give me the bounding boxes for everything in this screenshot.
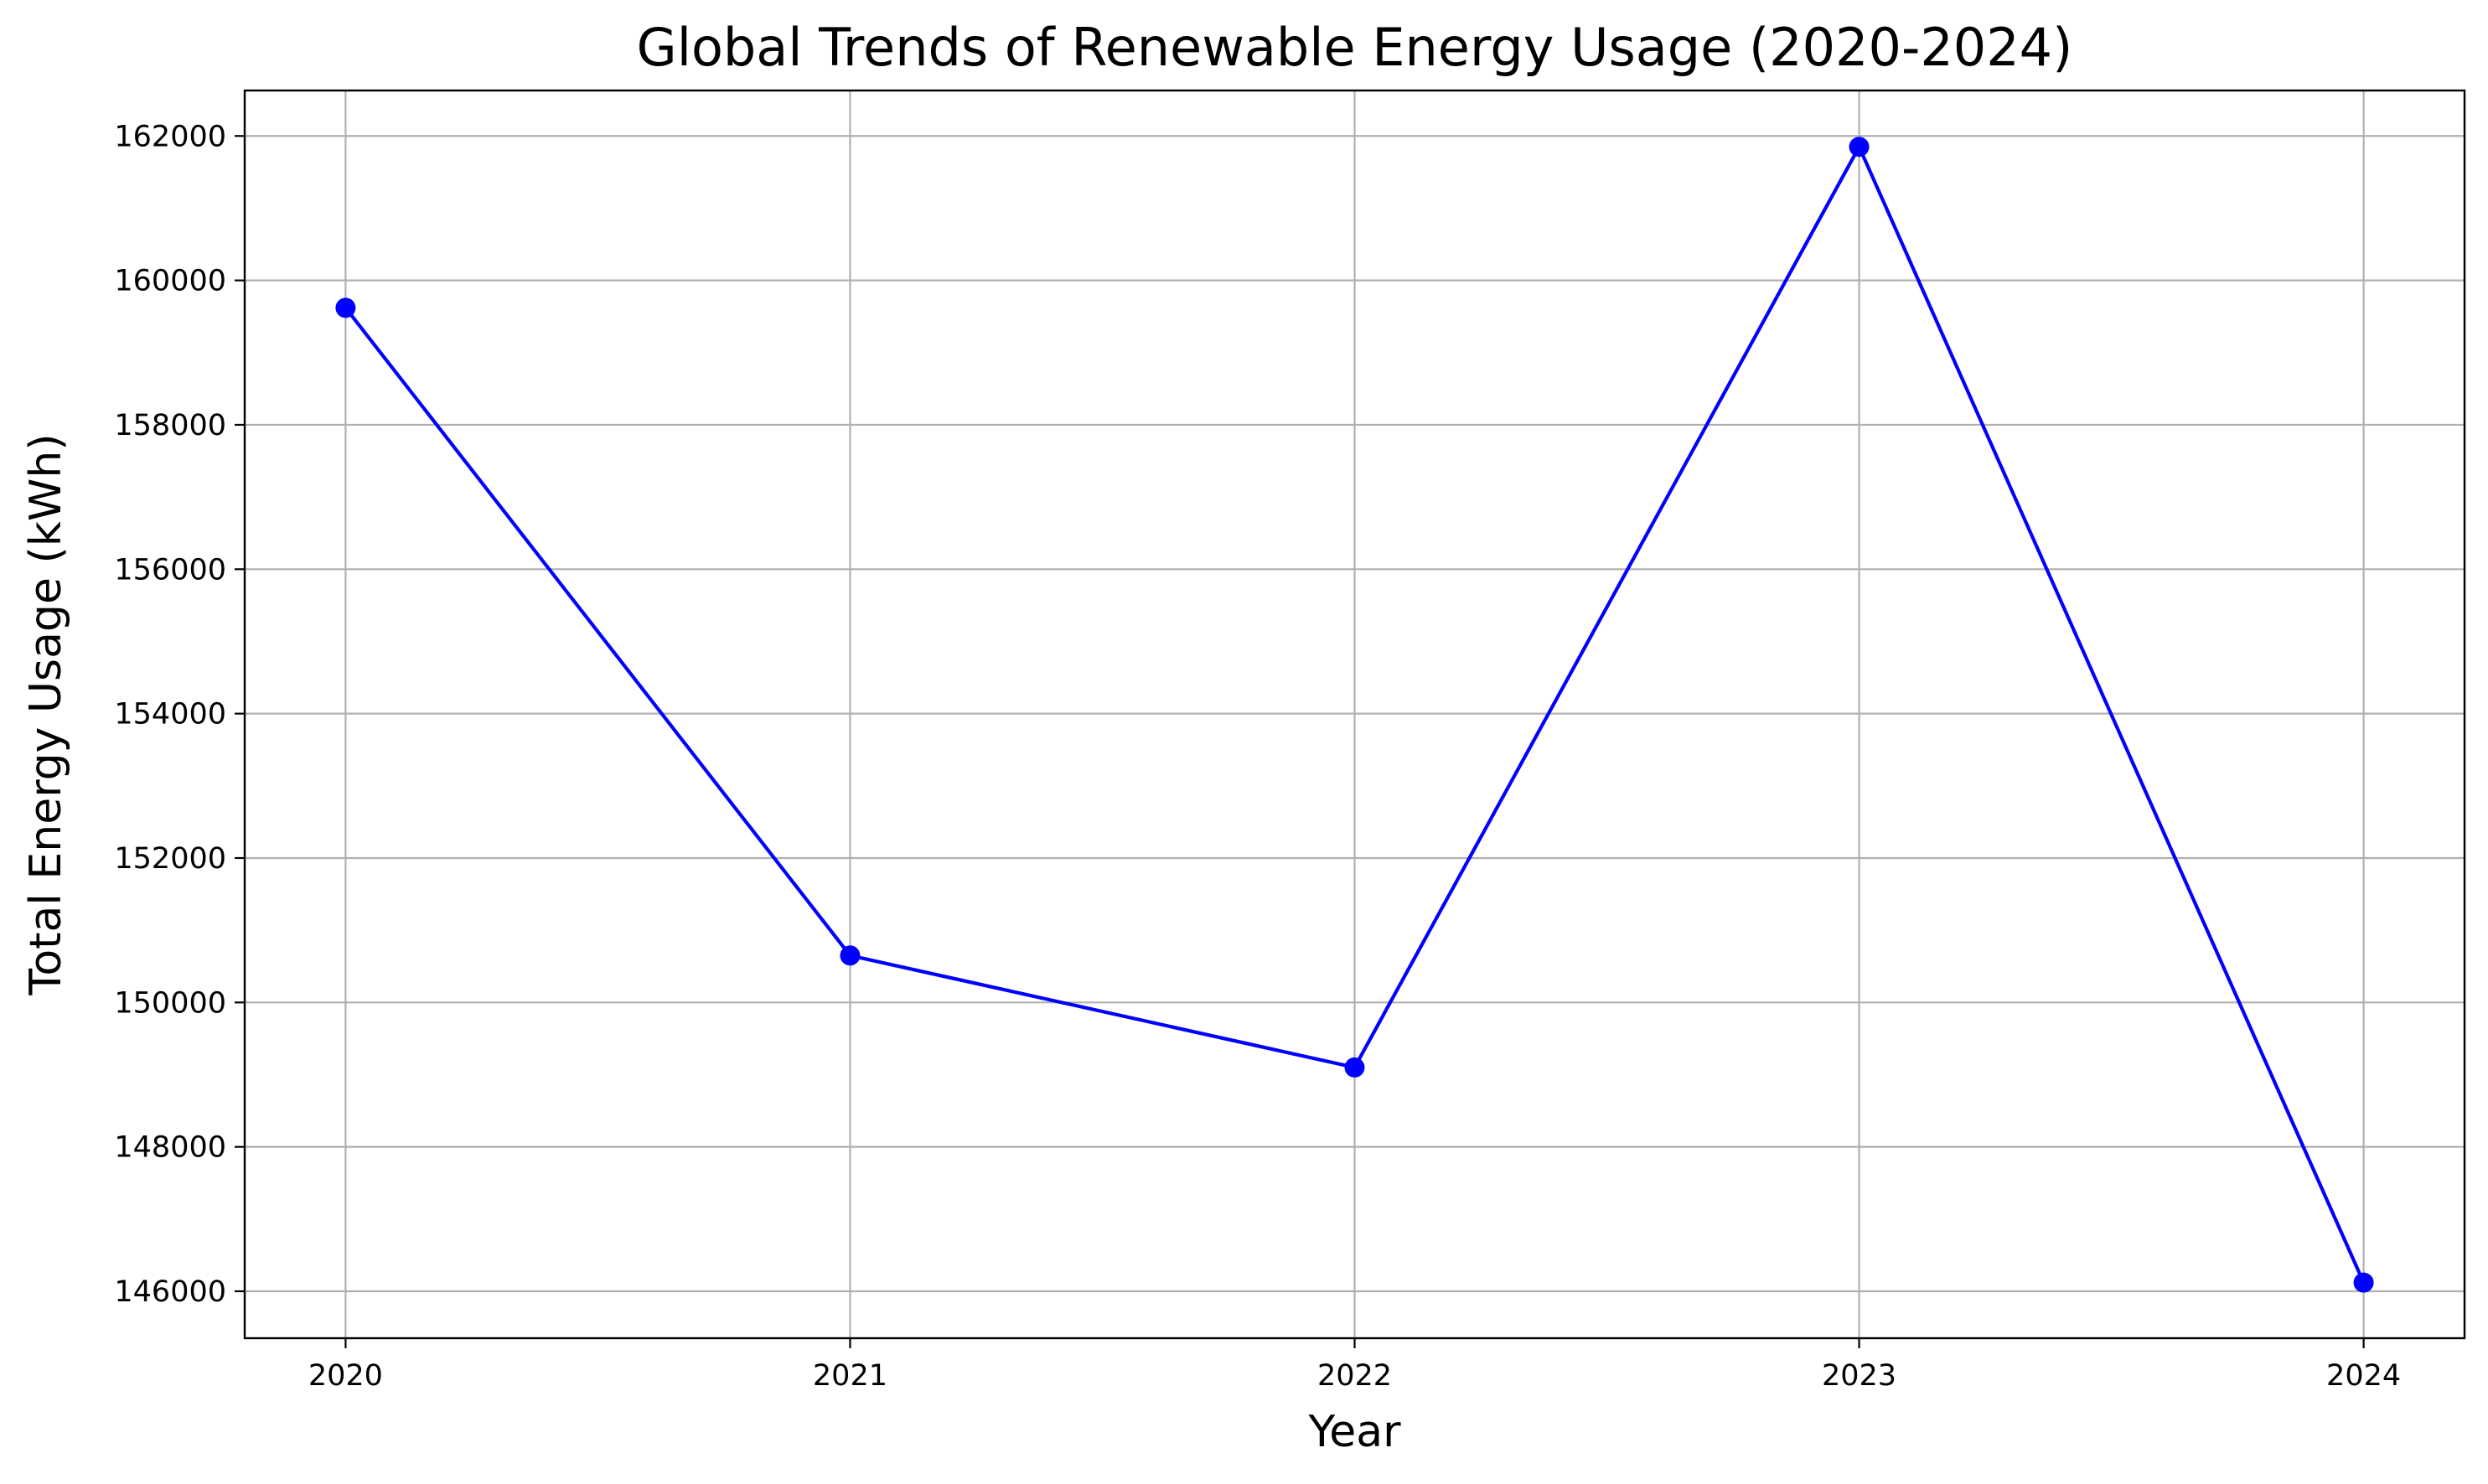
data-point [1849, 137, 1870, 158]
x-tick-label: 2020 [308, 1359, 383, 1393]
y-axis-title: Total Energy Usage (kWh) [21, 433, 71, 995]
x-tick-label: 2021 [813, 1359, 887, 1393]
y-tick-label: 152000 [114, 842, 226, 876]
x-axis-title: Year [1307, 1407, 1401, 1457]
x-tick-label: 2023 [1822, 1359, 1896, 1393]
data-point [1344, 1057, 1365, 1078]
y-tick-label: 160000 [114, 265, 226, 298]
grid [245, 90, 2465, 1338]
y-tick-label: 146000 [114, 1275, 226, 1309]
data-point [335, 297, 356, 318]
y-tick-label: 162000 [114, 120, 226, 153]
axis-ticks: 2020 2021 2022 2023 2024 146000 148000 150000 15… [114, 120, 2401, 1393]
x-tick-label: 2022 [1317, 1359, 1392, 1393]
y-tick-label: 148000 [114, 1131, 226, 1165]
x-tick-label: 2024 [2326, 1359, 2401, 1393]
data-point [840, 945, 861, 966]
series-layer [335, 137, 2374, 1293]
y-tick-label: 154000 [114, 698, 226, 732]
chart-title: Global Trends of Renewable Energy Usage … [637, 17, 2073, 78]
data-point [2353, 1272, 2374, 1293]
y-tick-label: 158000 [114, 409, 226, 442]
y-tick-label: 156000 [114, 553, 226, 587]
y-tick-label: 150000 [114, 986, 226, 1020]
